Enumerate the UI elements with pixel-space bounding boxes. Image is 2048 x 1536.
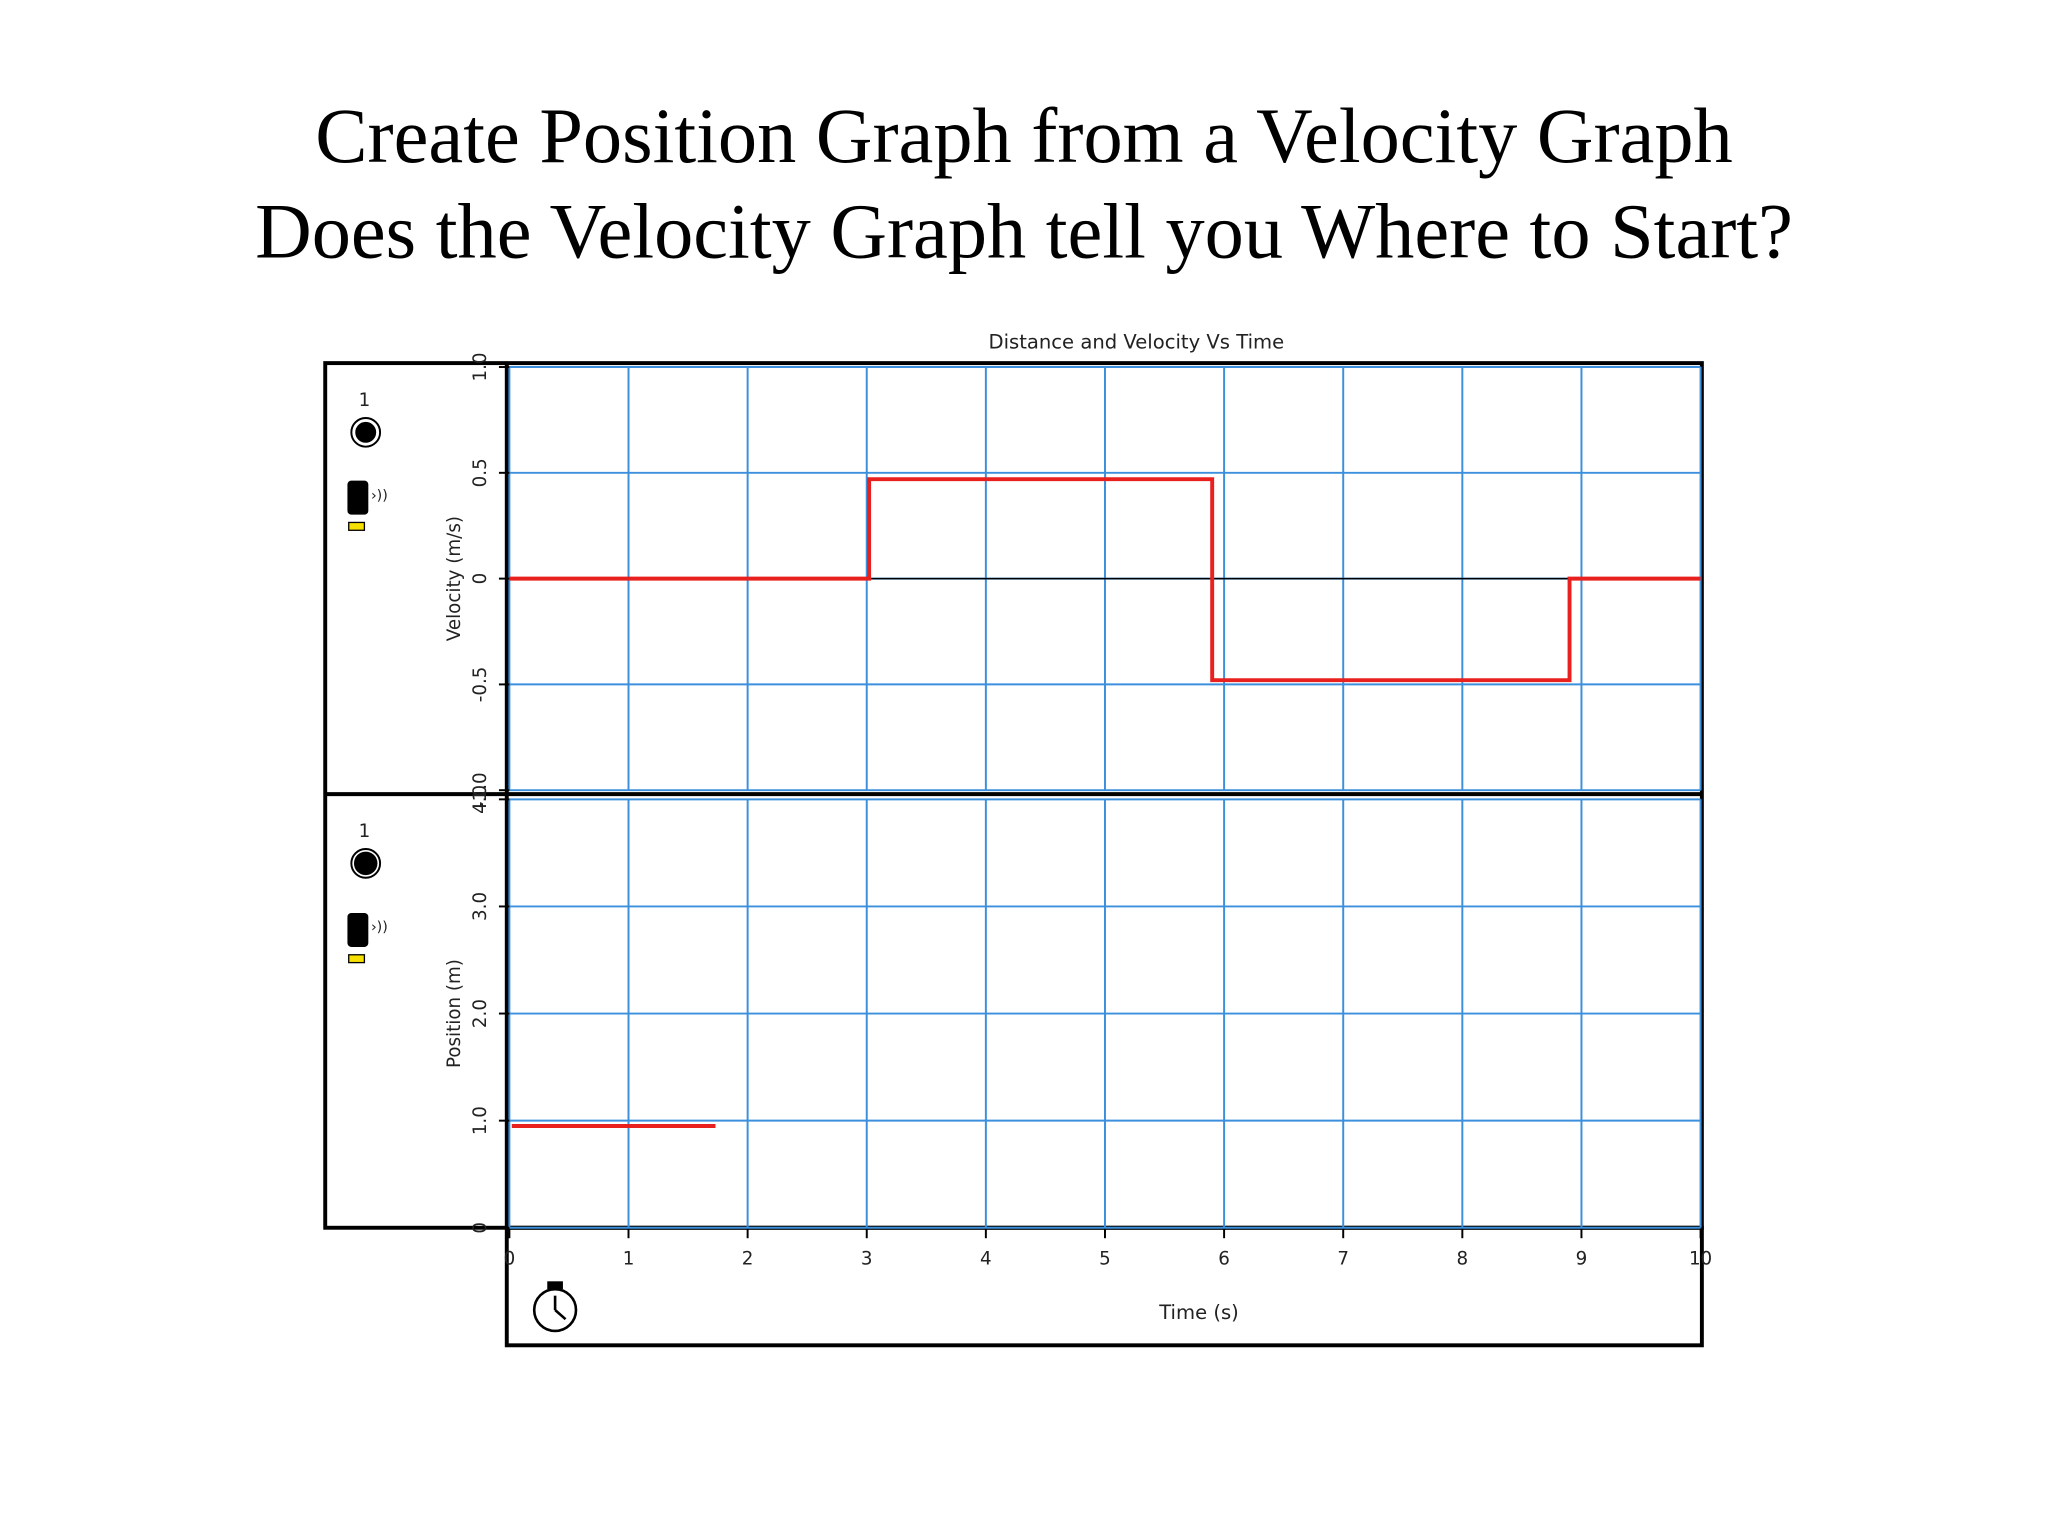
x-axis-label: Time (s): [1158, 1301, 1239, 1324]
slide-title: Create Position Graph from a Velocity Gr…: [315, 92, 1732, 179]
x-tick-label: 7: [1337, 1248, 1349, 1269]
y-tick-label: -0.5: [470, 667, 491, 703]
x-tick-label: 3: [861, 1248, 873, 1269]
probe-icon: 1 ›)): [347, 390, 388, 531]
y-tick-label: 0: [470, 1222, 491, 1234]
y-tick-label: 3.0: [470, 892, 491, 921]
y-tick-label: 0.5: [470, 458, 491, 487]
svg-text:›)): ›)): [371, 919, 388, 935]
x-tick-label: 8: [1457, 1248, 1469, 1269]
x-tick-label: 6: [1218, 1248, 1230, 1269]
y-tick-label: 1.0: [470, 1106, 491, 1135]
probe-label: 1: [359, 821, 371, 842]
x-tick-label: 1: [623, 1248, 635, 1269]
y-axis-label: Velocity (m/s): [444, 516, 465, 641]
probe-label: 1: [359, 390, 371, 411]
y-tick-label: 4.0: [470, 785, 491, 814]
chart-title: Distance and Velocity Vs Time: [989, 331, 1285, 354]
x-tick-label: 10: [1689, 1248, 1712, 1269]
y-tick-label: 0: [470, 573, 491, 585]
x-tick-label: 0: [504, 1248, 516, 1269]
svg-text:›)): ›)): [371, 488, 388, 504]
y-axis-label: Position (m): [444, 959, 465, 1068]
probe-icon: 1 ›)): [347, 821, 388, 964]
x-tick-label: 5: [1099, 1248, 1111, 1269]
x-tick-label: 9: [1576, 1248, 1588, 1269]
x-tick-label: 4: [980, 1248, 992, 1269]
stopwatch-icon: [532, 1281, 578, 1333]
data-line: [509, 477, 1701, 683]
slide-subtitle: Does the Velocity Graph tell you Where t…: [255, 187, 1793, 274]
y-tick-label: 2.0: [470, 999, 491, 1028]
y-tick-label: 1.0: [470, 352, 491, 381]
y-tick-label: -1.0: [470, 772, 491, 808]
x-tick-label: 2: [742, 1248, 754, 1269]
